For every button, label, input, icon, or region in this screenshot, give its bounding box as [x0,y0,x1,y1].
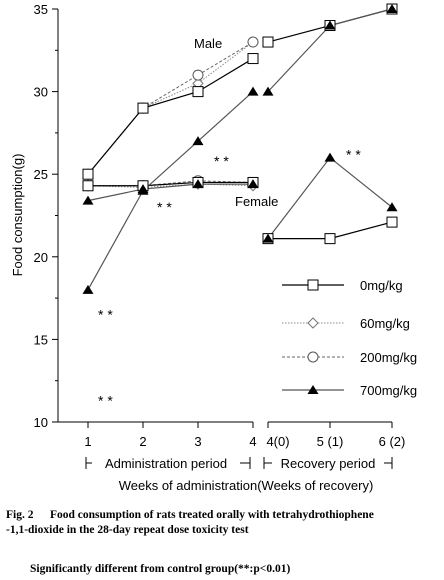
data-point-0mg-per-kg [386,216,398,228]
female-label: Female [235,194,278,209]
y-tick-label: 15 [34,332,48,347]
caption-line-2: -1,1-dioxide in the 28-day repeat dose t… [6,524,249,536]
legend-marker [307,351,319,363]
caption-significance: Significantly different from control gro… [30,563,291,575]
legend-marker [307,317,319,329]
data-point-700mg-per-kg [386,202,398,212]
legend-label: 700mg/kg [360,383,417,398]
y-tick-label: 10 [34,415,48,430]
y-tick-label: 35 [34,2,48,17]
data-point-0mg-per-kg [82,180,94,192]
data-point-700mg-per-kg [324,20,336,30]
data-point-0mg-per-kg [262,36,274,48]
data-point-700mg-per-kg [137,184,149,194]
series-markers [82,3,398,294]
series-line-male-admin-0mg-per-kg [87,58,254,175]
data-point-700mg-per-kg [247,179,259,189]
data-point-0mg-per-kg [192,86,204,98]
x-tick-label: 5 (1) [317,434,344,449]
x-tick-label: 4(0) [266,434,289,449]
male-label: Male [194,36,222,51]
figure-caption: Fig. 2 Food consumption of rats treated o… [6,508,374,538]
significance-annotation: * * [214,153,229,169]
x-tick-label: 1 [84,434,91,449]
legend-label: 200mg/kg [360,350,417,365]
significance-annotation: * * [157,199,172,215]
data-point-700mg-per-kg [386,4,398,13]
data-point-700mg-per-kg [247,86,259,96]
y-axis-label: Food consumption(g) [10,154,25,277]
x-tick-label: 6 (2) [379,434,406,449]
data-point-700mg-per-kg [262,86,274,96]
data-point-0mg-per-kg [82,168,94,180]
data-point-700mg-per-kg [192,179,204,189]
significance-annotation: * * [98,393,113,409]
data-point-0mg-per-kg [137,102,149,114]
data-point-700mg-per-kg [262,233,274,243]
legend: 0mg/kg 60mg/kg 200mg/kg 700mg/kg [282,278,417,398]
y-tick-label: 25 [34,167,48,182]
x-axis-label: Weeks of administration(Weeks of recover… [119,478,374,493]
series-line-female-admin-0mg-per-kg [88,181,253,187]
legend-label: 0mg/kg [360,278,403,293]
y-tick-label: 30 [34,85,48,100]
axes: 10 15 20 25 30 35 Food consumption(g) 1 2 3 4 4(0) 5… [10,2,405,493]
admin-label-bg [92,455,240,471]
figure-number: Fig. 2 [6,509,34,521]
data-point-200mg-per-kg [192,69,204,81]
recovery-period-label: Recovery period [281,456,376,471]
x-tick-label: 3 [194,434,201,449]
data-point-700mg-per-kg [82,195,94,205]
series-line-female-admin-60mg-per-kg [87,183,254,188]
data-point-0mg-per-kg [247,53,259,65]
data-point-200mg-per-kg [247,36,259,48]
legend-marker [307,385,319,394]
legend-label: 60mg/kg [360,316,410,331]
significance-annotation: * * [346,146,361,162]
series-line-male-admin-700mg-per-kg [87,91,254,291]
legend-marker [307,279,319,291]
x-tick-label: 2 [139,434,146,449]
series-line-female-admin-700mg-per-kg [87,183,253,202]
data-point-0mg-per-kg [324,233,336,245]
data-point-700mg-per-kg [324,152,336,162]
recovery-label-bg [272,455,384,471]
data-point-700mg-per-kg [82,284,94,294]
series-line-female-admin-200mg-per-kg [88,180,254,187]
significance-annotation: * * [98,307,113,323]
admin-period-label: Administration period [105,456,227,471]
y-tick-label: 20 [34,250,48,265]
food-consumption-chart: 10 15 20 25 30 35 Food consumption(g) 1 2 3 4 4(0) 5… [10,2,417,493]
chart-labels: Male Female * * * * * * * * * * [98,36,361,409]
data-point-700mg-per-kg [192,136,204,146]
x-tick-label: 4 [249,434,256,449]
caption-line-1: Food consumption of rats treated orally … [50,509,374,521]
